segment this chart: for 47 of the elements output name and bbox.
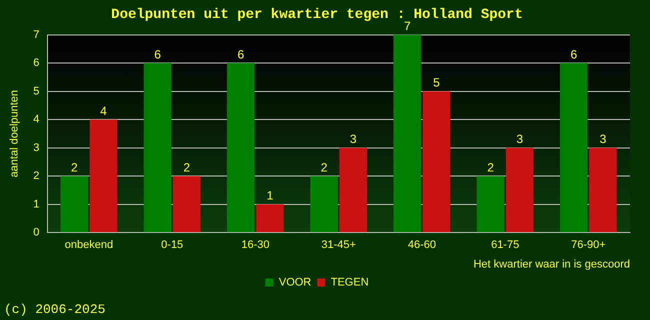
y-tick-label: 6 — [33, 57, 40, 70]
y-tick-label: 5 — [33, 85, 40, 98]
bar — [506, 148, 534, 232]
y-tick-label: 7 — [33, 28, 40, 41]
data-label: 6 — [154, 47, 162, 62]
bar — [256, 204, 284, 232]
x-tick-label: 76-90+ — [571, 239, 606, 252]
y-tick-label: 2 — [33, 170, 40, 182]
bar — [90, 120, 118, 232]
x-axis-title: Het kwartier waar in is gescoord — [473, 258, 630, 270]
y-axis-title: aantal doelpunten — [8, 90, 21, 178]
y-tick-label: 3 — [33, 142, 40, 154]
bar — [393, 34, 422, 232]
data-label: 3 — [350, 132, 357, 146]
x-tick-label: onbekend — [64, 239, 114, 252]
x-tick-label: 0-15 — [161, 239, 184, 252]
bar — [589, 148, 617, 232]
data-label: 6 — [238, 47, 245, 62]
bar — [172, 176, 201, 232]
data-label: 4 — [100, 104, 108, 118]
bar — [227, 63, 255, 232]
data-label: 3 — [516, 132, 524, 146]
x-tick-label: 31-45+ — [321, 239, 356, 252]
data-label: 2 — [320, 160, 328, 174]
legend-label: TEGEN — [330, 276, 369, 289]
x-tick-label: 46-60 — [408, 239, 436, 252]
y-tick-label: 1 — [33, 198, 40, 210]
legend-label: VOOR — [278, 276, 312, 289]
bar — [422, 91, 450, 232]
bar — [144, 63, 172, 232]
data-label: 2 — [71, 160, 78, 174]
text: (c) 2006-2025 — [4, 302, 106, 317]
y-tick-label: 0 — [33, 226, 40, 239]
data-label: 2 — [183, 160, 190, 174]
bar — [60, 176, 88, 232]
bar — [560, 63, 588, 232]
data-label: 3 — [600, 132, 607, 146]
data-label: 6 — [570, 47, 578, 62]
bar — [339, 148, 368, 232]
data-label: 1 — [266, 188, 274, 203]
x-tick-label: 61-75 — [491, 239, 520, 252]
bar — [310, 176, 338, 232]
data-label: 2 — [487, 160, 494, 174]
x-tick-label: 16-30 — [241, 239, 270, 252]
data-label: 5 — [433, 76, 440, 90]
bar — [476, 176, 504, 232]
y-tick-label: 4 — [33, 114, 40, 126]
